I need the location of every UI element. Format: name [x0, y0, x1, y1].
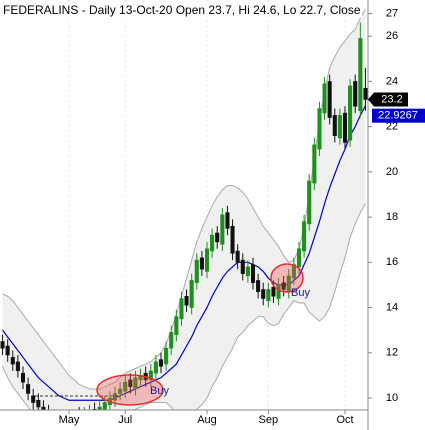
upper-band: [2, 8, 366, 390]
chart-title: FEDERALINS - Daily 13-Oct-20 Open 23.7, …: [3, 3, 361, 17]
buy-marker: [270, 263, 304, 293]
lower-band: [2, 203, 366, 410]
candle-body: [0, 341, 5, 349]
candle-body: [20, 372, 26, 383]
candle-body: [342, 112, 348, 143]
candle-body: [230, 225, 235, 254]
candle-body: [164, 348, 169, 365]
candle-body: [276, 284, 281, 299]
y-tick-label: 24: [386, 75, 398, 87]
x-tick-label: Jul: [118, 414, 132, 426]
candle-body: [128, 379, 133, 387]
title-bg: [2, 3, 362, 18]
candle-body: [52, 416, 56, 421]
candle-body: [102, 402, 107, 410]
y-tick-label: 20: [386, 166, 398, 178]
candle-body: [179, 298, 184, 320]
candle-body: [281, 282, 286, 290]
candle-body: [88, 412, 92, 417]
candle-body: [332, 115, 337, 136]
y-tick-label: 26: [386, 30, 398, 42]
candle-body: [235, 250, 240, 263]
ma-tag: [372, 108, 425, 123]
candle-body: [158, 359, 164, 367]
candle-body: [363, 87, 368, 100]
y-tick-label: 22: [386, 121, 398, 133]
candle-body: [153, 361, 158, 374]
candle-body: [194, 259, 199, 283]
candle-body: [225, 212, 230, 229]
candle-body: [118, 388, 123, 394]
candle-body: [123, 381, 128, 392]
candle-body: [210, 234, 215, 252]
candle-body: [174, 316, 179, 335]
candle-body: [199, 257, 204, 270]
annotation: Buy: [291, 287, 310, 299]
candle-body: [322, 83, 327, 114]
candle-body: [317, 108, 322, 150]
candle-body: [148, 370, 153, 381]
candle-body: [10, 357, 15, 365]
candle-body: [133, 377, 138, 390]
candle-body: [5, 345, 10, 356]
candle-body: [97, 406, 102, 410]
candle-body: [358, 38, 363, 112]
y-tick-label: 27: [386, 7, 398, 19]
candle-body: [327, 81, 332, 118]
x-tick-label: Oct: [336, 414, 353, 426]
y-tick-label: 12: [386, 347, 398, 359]
candle-body: [348, 85, 353, 141]
candle-body: [112, 393, 118, 401]
candle-body: [353, 81, 358, 107]
candle-body: [250, 264, 256, 283]
candle-body: [266, 289, 271, 302]
candle-body: [189, 280, 194, 308]
candle-body: [240, 259, 245, 274]
candle-body: [256, 280, 261, 292]
candle-body: [31, 395, 36, 403]
price-tag-label: 23.2: [381, 93, 402, 105]
candle-body: [36, 400, 41, 408]
candle-body: [47, 412, 51, 417]
x-tick-label: May: [59, 414, 80, 426]
y-tick-label: 16: [386, 256, 398, 268]
y-tick-label: 18: [386, 211, 398, 223]
plot: [0, 0, 368, 421]
candle-body: [15, 361, 20, 372]
candle-body: [220, 214, 225, 245]
candle-body: [83, 414, 87, 421]
candle-body: [261, 289, 266, 299]
candle-body: [337, 115, 342, 139]
x-tick-label: Aug: [197, 414, 217, 426]
annotation: Buy: [150, 385, 169, 397]
buy-marker: [96, 374, 164, 406]
candle-body: [302, 221, 307, 252]
candle-body: [41, 406, 46, 410]
candle-body: [312, 144, 317, 184]
x-tick-label: Sep: [259, 414, 279, 426]
candle-body: [271, 286, 276, 297]
y-tick-label: 14: [386, 301, 398, 313]
ma-tag-label: 22.9267: [378, 110, 418, 122]
candle-body: [296, 248, 302, 268]
candle-body: [169, 332, 174, 349]
candle-body: [26, 384, 31, 394]
candle-body: [245, 266, 250, 277]
price-tag: [368, 92, 408, 107]
y-tick-label: 10: [386, 392, 398, 404]
candle-body: [184, 295, 189, 306]
band-fill: [2, 9, 366, 410]
moving-average: [2, 105, 366, 401]
candle-body: [215, 232, 220, 243]
candle-body: [307, 180, 312, 225]
candle-body: [204, 248, 210, 272]
